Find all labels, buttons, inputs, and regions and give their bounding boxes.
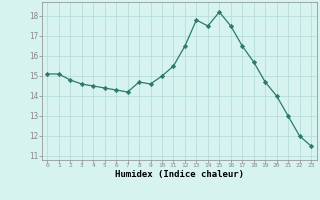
X-axis label: Humidex (Indice chaleur): Humidex (Indice chaleur) xyxy=(115,170,244,179)
